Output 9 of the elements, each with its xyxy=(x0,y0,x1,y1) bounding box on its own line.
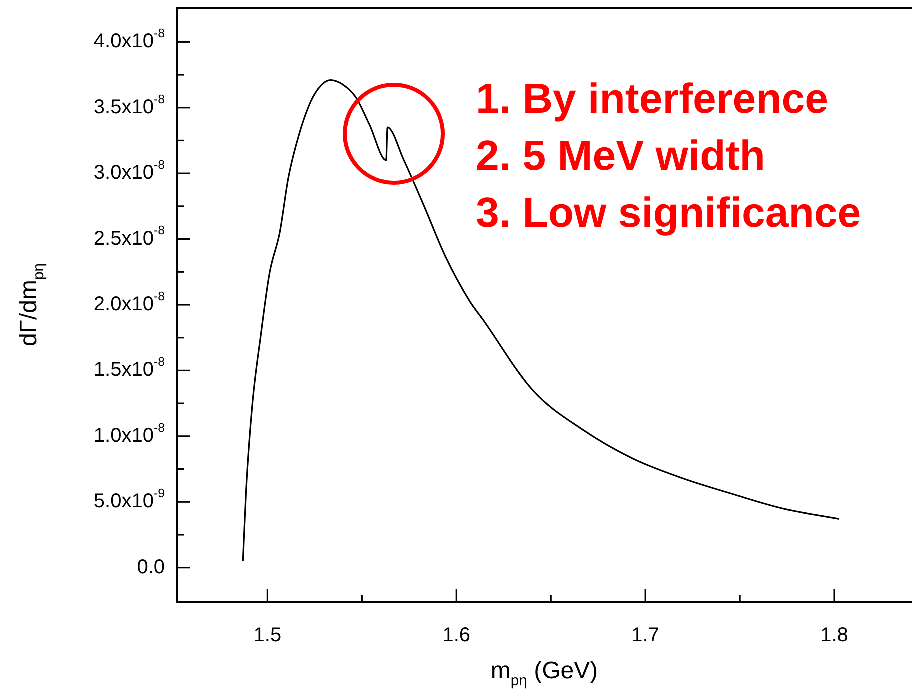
annotation: 3. Low significance xyxy=(476,188,862,238)
x-tick-label: 1.5 xyxy=(254,624,282,647)
x-tick-label: 1.6 xyxy=(442,624,471,647)
y-tick-label: 0.0 xyxy=(137,556,166,578)
annotation: 1. By interference xyxy=(476,74,830,124)
y-axis-title: dΓ/dmpη xyxy=(16,263,48,347)
x-tick-label: 1.7 xyxy=(632,624,660,647)
x-tick-label: 1.8 xyxy=(820,624,848,647)
annotation: 2. 5 MeV width xyxy=(476,131,766,181)
